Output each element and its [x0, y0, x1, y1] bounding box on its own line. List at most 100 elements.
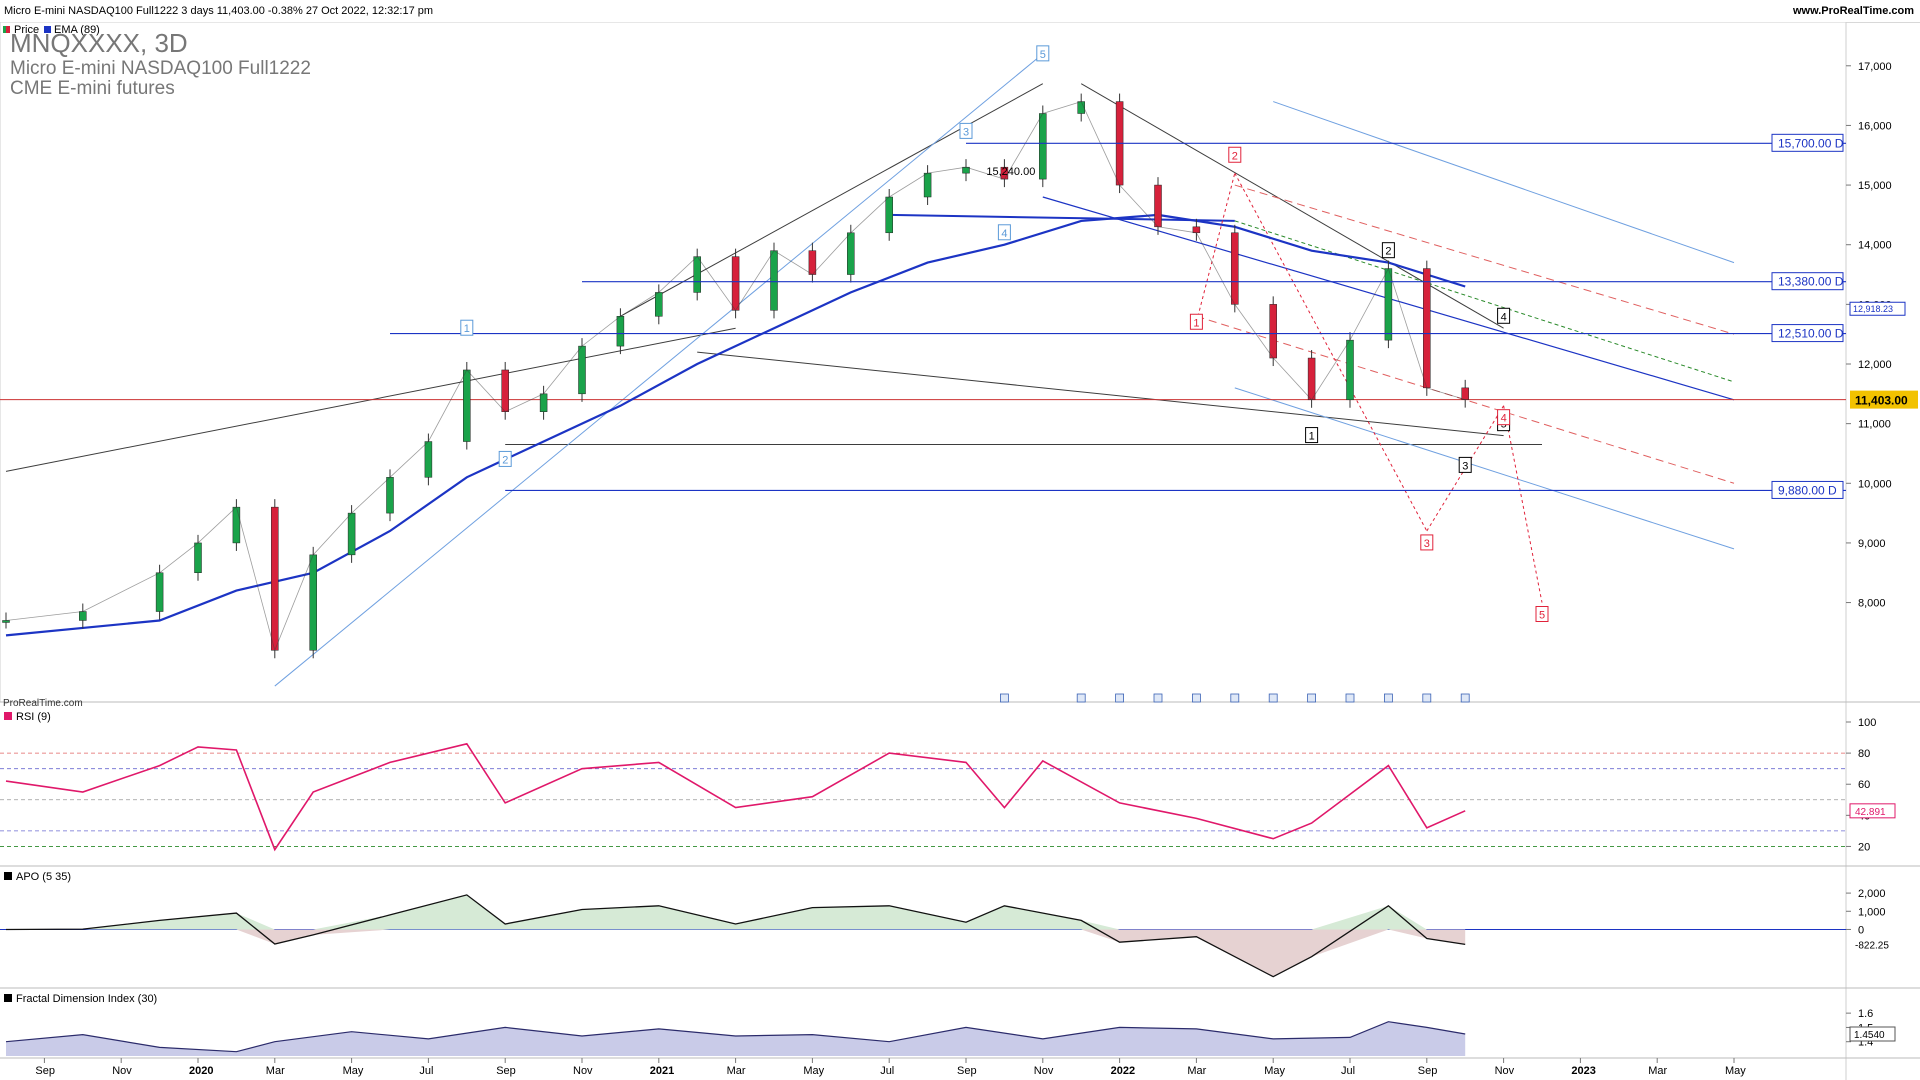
price-candle	[1269, 304, 1277, 359]
event-icon[interactable]	[1422, 693, 1432, 703]
legend-ema: EMA (89)	[54, 24, 100, 36]
event-icon[interactable]	[1384, 693, 1393, 703]
wave-label-box	[1036, 45, 1050, 62]
time-tick-label: Mar	[1187, 1065, 1206, 1077]
time-tick-label: Mar	[266, 1065, 285, 1077]
wave-label-box	[997, 224, 1011, 241]
price-candle	[1384, 268, 1393, 341]
time-tick-label: Nov	[1495, 1065, 1515, 1077]
price-tick-label: 10,000	[1858, 478, 1892, 490]
wave-label-box	[1228, 146, 1242, 163]
wave-label-box	[1535, 606, 1549, 622]
rsi-panel[interactable]: RSI (9) 10080604020 42.891	[0, 711, 1896, 853]
watermark: ProRealTime.com	[3, 698, 83, 709]
apo-area-negative	[6, 929, 1466, 977]
wave-label: 3	[963, 126, 969, 138]
price-candle	[232, 506, 241, 544]
site-name[interactable]: www.ProRealTime.com	[1792, 5, 1914, 17]
wave-label: 4	[1501, 413, 1507, 425]
event-icon[interactable]	[1000, 693, 1009, 703]
price-candle	[386, 477, 394, 514]
price-candle	[655, 292, 663, 317]
event-icon[interactable]	[1076, 693, 1086, 703]
level-box	[1771, 272, 1844, 291]
price-annotation: 15,240.00	[986, 166, 1035, 178]
trend-lines	[0, 53, 1846, 687]
event-icon[interactable]	[1192, 693, 1201, 703]
price-candle	[770, 250, 778, 311]
fdi-panel[interactable]: Fractal Dimension Index (30) 1.61.51.4 1…	[4, 993, 1896, 1056]
level-label: 12,510.00 D	[1778, 327, 1844, 341]
support-resistance-levels: 15,700.00 D 13,380.00 D 12,510.00 D 9,880.0…	[390, 133, 1918, 499]
channel-line	[1234, 184, 1735, 335]
event-icon[interactable]	[1230, 693, 1240, 703]
price-line	[5, 101, 1466, 652]
event-icon[interactable]	[1153, 693, 1163, 703]
wave-projection	[1234, 172, 1428, 532]
wave-label: 1	[464, 323, 470, 335]
wave-label: 1	[1309, 431, 1315, 443]
event-icon[interactable]	[1345, 693, 1355, 703]
wave-label-box	[1497, 307, 1511, 324]
chart-canvas[interactable]: 17,00016,00015,00014,00013,00012,00011,0…	[0, 22, 1920, 1080]
time-tick-label: May	[343, 1065, 364, 1077]
apo-axis: 2,000 1,000 0	[1846, 888, 1886, 936]
time-tick-label: Jul	[1341, 1065, 1355, 1077]
event-icon[interactable]	[1115, 693, 1124, 703]
time-tick-label: May	[1264, 1065, 1285, 1077]
channel-line	[1234, 387, 1735, 550]
ema-value-label: 12,918.23	[1853, 304, 1893, 314]
channel-line	[1234, 220, 1735, 383]
price-candle	[463, 369, 471, 442]
fdi-line	[5, 1021, 1466, 1053]
wave-label: 4	[1501, 311, 1507, 323]
price-candle	[155, 572, 164, 612]
time-tick-label: Sep	[496, 1065, 516, 1077]
apo-tick-label: 0	[1858, 924, 1864, 936]
time-tick-label: Nov	[112, 1065, 132, 1077]
legend: Price EMA (89)	[3, 24, 100, 36]
price-tick-label: 9,000	[1858, 538, 1886, 550]
price-candle	[578, 345, 586, 395]
price-candle	[923, 172, 932, 198]
trend-line	[697, 351, 1504, 437]
time-tick-label: 2023	[1571, 1065, 1595, 1077]
rsi-value-tag	[1849, 803, 1896, 819]
rsi-series: 42.891	[5, 742, 1896, 852]
price-candle	[731, 256, 740, 311]
event-icon[interactable]	[1460, 693, 1470, 703]
price-candle	[693, 256, 701, 293]
trend-line	[1080, 83, 1504, 329]
event-icons[interactable]	[1000, 693, 1470, 703]
rsi-axis: 10080604020	[0, 717, 1876, 853]
time-tick-label: 2022	[1111, 1065, 1135, 1077]
wave-projection	[1195, 173, 1236, 323]
wave-label: 5	[1539, 610, 1545, 622]
event-icon[interactable]	[1307, 693, 1316, 703]
price-tick-label: 11,000	[1858, 419, 1891, 431]
fdi-series: 1.4540	[5, 1021, 1896, 1056]
price-tick-label: 15,000	[1858, 180, 1892, 192]
chart-title: Micro E-mini NASDAQ100 Full1222 3 days 1…	[4, 5, 434, 17]
last-price-label: 11,403.00	[1855, 394, 1908, 408]
price-axis: 17,00016,00015,00014,00013,00012,00011,0…	[1846, 61, 1892, 610]
price-candle	[424, 441, 433, 478]
apo-panel[interactable]: APO (5 35) 2,000 1,000 0 -822.25	[0, 871, 1889, 978]
time-tick-label: Jul	[419, 1065, 433, 1077]
price-candle	[616, 316, 625, 347]
time-tick-label: Sep	[957, 1065, 977, 1077]
price-panel[interactable]: 17,00016,00015,00014,00013,00012,00011,0…	[0, 24, 1918, 709]
time-tick-label: Mar	[1648, 1065, 1667, 1077]
price-tick-label: 17,000	[1858, 61, 1892, 73]
fdi-value-tag	[1849, 1026, 1896, 1042]
event-icon[interactable]	[1268, 693, 1278, 703]
price-candle	[2, 620, 10, 623]
instrument-exchange: CME E-mini futures	[10, 78, 175, 99]
apo-line	[5, 894, 1466, 978]
time-tick-label: May	[803, 1065, 824, 1077]
price-candle	[1039, 113, 1047, 180]
time-tick-label: 2021	[650, 1065, 674, 1077]
price-candle	[539, 393, 548, 412]
wave-label-box	[959, 122, 973, 139]
time-tick-label: 2020	[189, 1065, 213, 1077]
